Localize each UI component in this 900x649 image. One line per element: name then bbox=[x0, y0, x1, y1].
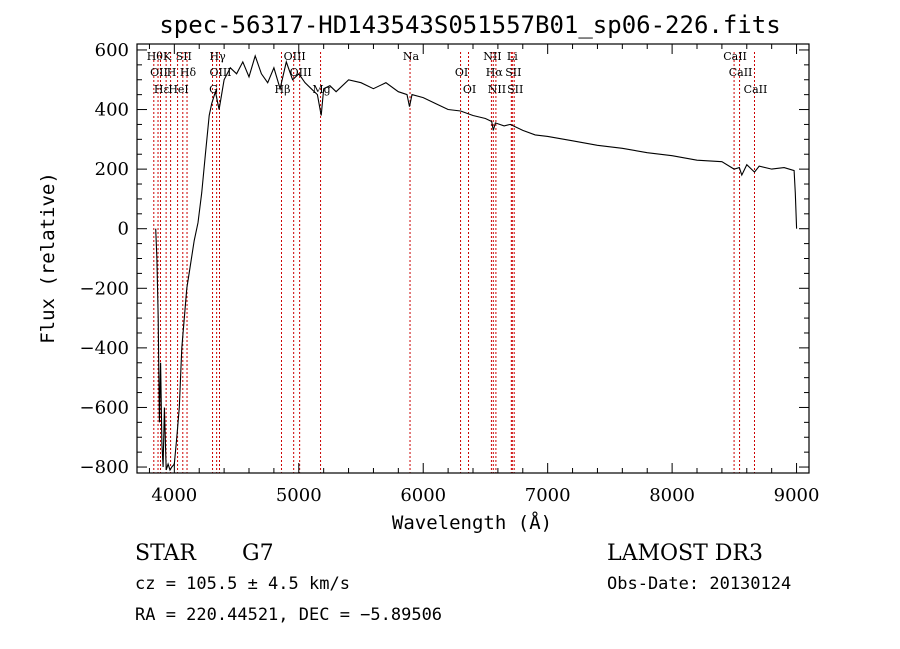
x-tick-label: 6000 bbox=[400, 485, 446, 506]
y-tick-label: −800 bbox=[80, 457, 129, 478]
y-tick-label: −200 bbox=[80, 278, 129, 299]
marker-label: OIII bbox=[290, 66, 312, 79]
emission-line-labels: HθOIIHεKHHeISIIHδGHγOIIIHβOIIIOIIIMgNaOI… bbox=[147, 50, 768, 96]
marker-label: Na bbox=[403, 50, 420, 63]
x-tick-label: 4000 bbox=[151, 485, 197, 506]
survey-name: LAMOST DR3 bbox=[607, 541, 763, 566]
chart-title: spec-56317-HD143543S051557B01_sp06-226.f… bbox=[159, 11, 780, 39]
marker-label: Hα bbox=[486, 66, 504, 79]
x-tick-label: 9000 bbox=[774, 485, 820, 506]
x-tick-label: 7000 bbox=[525, 485, 571, 506]
y-tick-label: 400 bbox=[95, 100, 129, 121]
emission-line-markers bbox=[153, 52, 755, 473]
marker-label: K bbox=[163, 50, 172, 63]
object-class: STAR bbox=[135, 541, 197, 566]
marker-label: G bbox=[209, 83, 218, 96]
marker-label: NII bbox=[483, 50, 501, 63]
marker-label: OI bbox=[463, 83, 476, 96]
marker-label: OI bbox=[455, 66, 468, 79]
marker-label: OII bbox=[150, 66, 168, 79]
obs-date: Obs-Date: 20130124 bbox=[607, 574, 791, 594]
marker-label: HeI bbox=[168, 83, 188, 96]
y-tick-label: −600 bbox=[80, 397, 129, 418]
coordinates: RA = 220.44521, DEC = −5.89506 bbox=[135, 605, 442, 625]
y-tick-label: 0 bbox=[118, 219, 129, 240]
y-tick-label: 600 bbox=[95, 40, 129, 61]
x-axis-label: Wavelength (Å) bbox=[392, 511, 552, 534]
x-axis: 4000 5000 6000 7000 8000 9000 bbox=[148, 44, 820, 506]
marker-label: Hδ bbox=[180, 66, 197, 79]
y-tick-label: −400 bbox=[80, 338, 129, 359]
marker-label: Hγ bbox=[210, 50, 227, 63]
marker-label: Li bbox=[507, 50, 518, 63]
marker-label: H bbox=[167, 66, 177, 79]
marker-label: Mg bbox=[312, 83, 330, 96]
marker-label: CaII bbox=[744, 83, 768, 96]
object-subclass: G7 bbox=[242, 541, 274, 566]
marker-label: OIII bbox=[284, 50, 306, 63]
marker-label: SII bbox=[505, 66, 521, 79]
marker-label: CaII bbox=[723, 50, 747, 63]
redshift-text: cz = 105.5 ± 4.5 km/s bbox=[135, 574, 350, 594]
marker-label: SII bbox=[176, 50, 192, 63]
marker-label: CaII bbox=[729, 66, 753, 79]
marker-label: Hβ bbox=[275, 83, 291, 96]
marker-label: Hθ bbox=[147, 50, 164, 63]
x-tick-label: 8000 bbox=[649, 485, 695, 506]
marker-label: NII bbox=[488, 83, 506, 96]
y-tick-label: 200 bbox=[95, 159, 129, 180]
plot-frame bbox=[136, 43, 810, 474]
y-axis-label: Flux (relative) bbox=[37, 172, 59, 344]
marker-label: Hε bbox=[154, 83, 170, 96]
marker-label: SII bbox=[507, 83, 523, 96]
y-axis: −800 −600 −400 −200 0 200 400 600 bbox=[80, 40, 809, 478]
spectrum-line bbox=[155, 54, 798, 472]
x-tick-label: 5000 bbox=[276, 485, 322, 506]
